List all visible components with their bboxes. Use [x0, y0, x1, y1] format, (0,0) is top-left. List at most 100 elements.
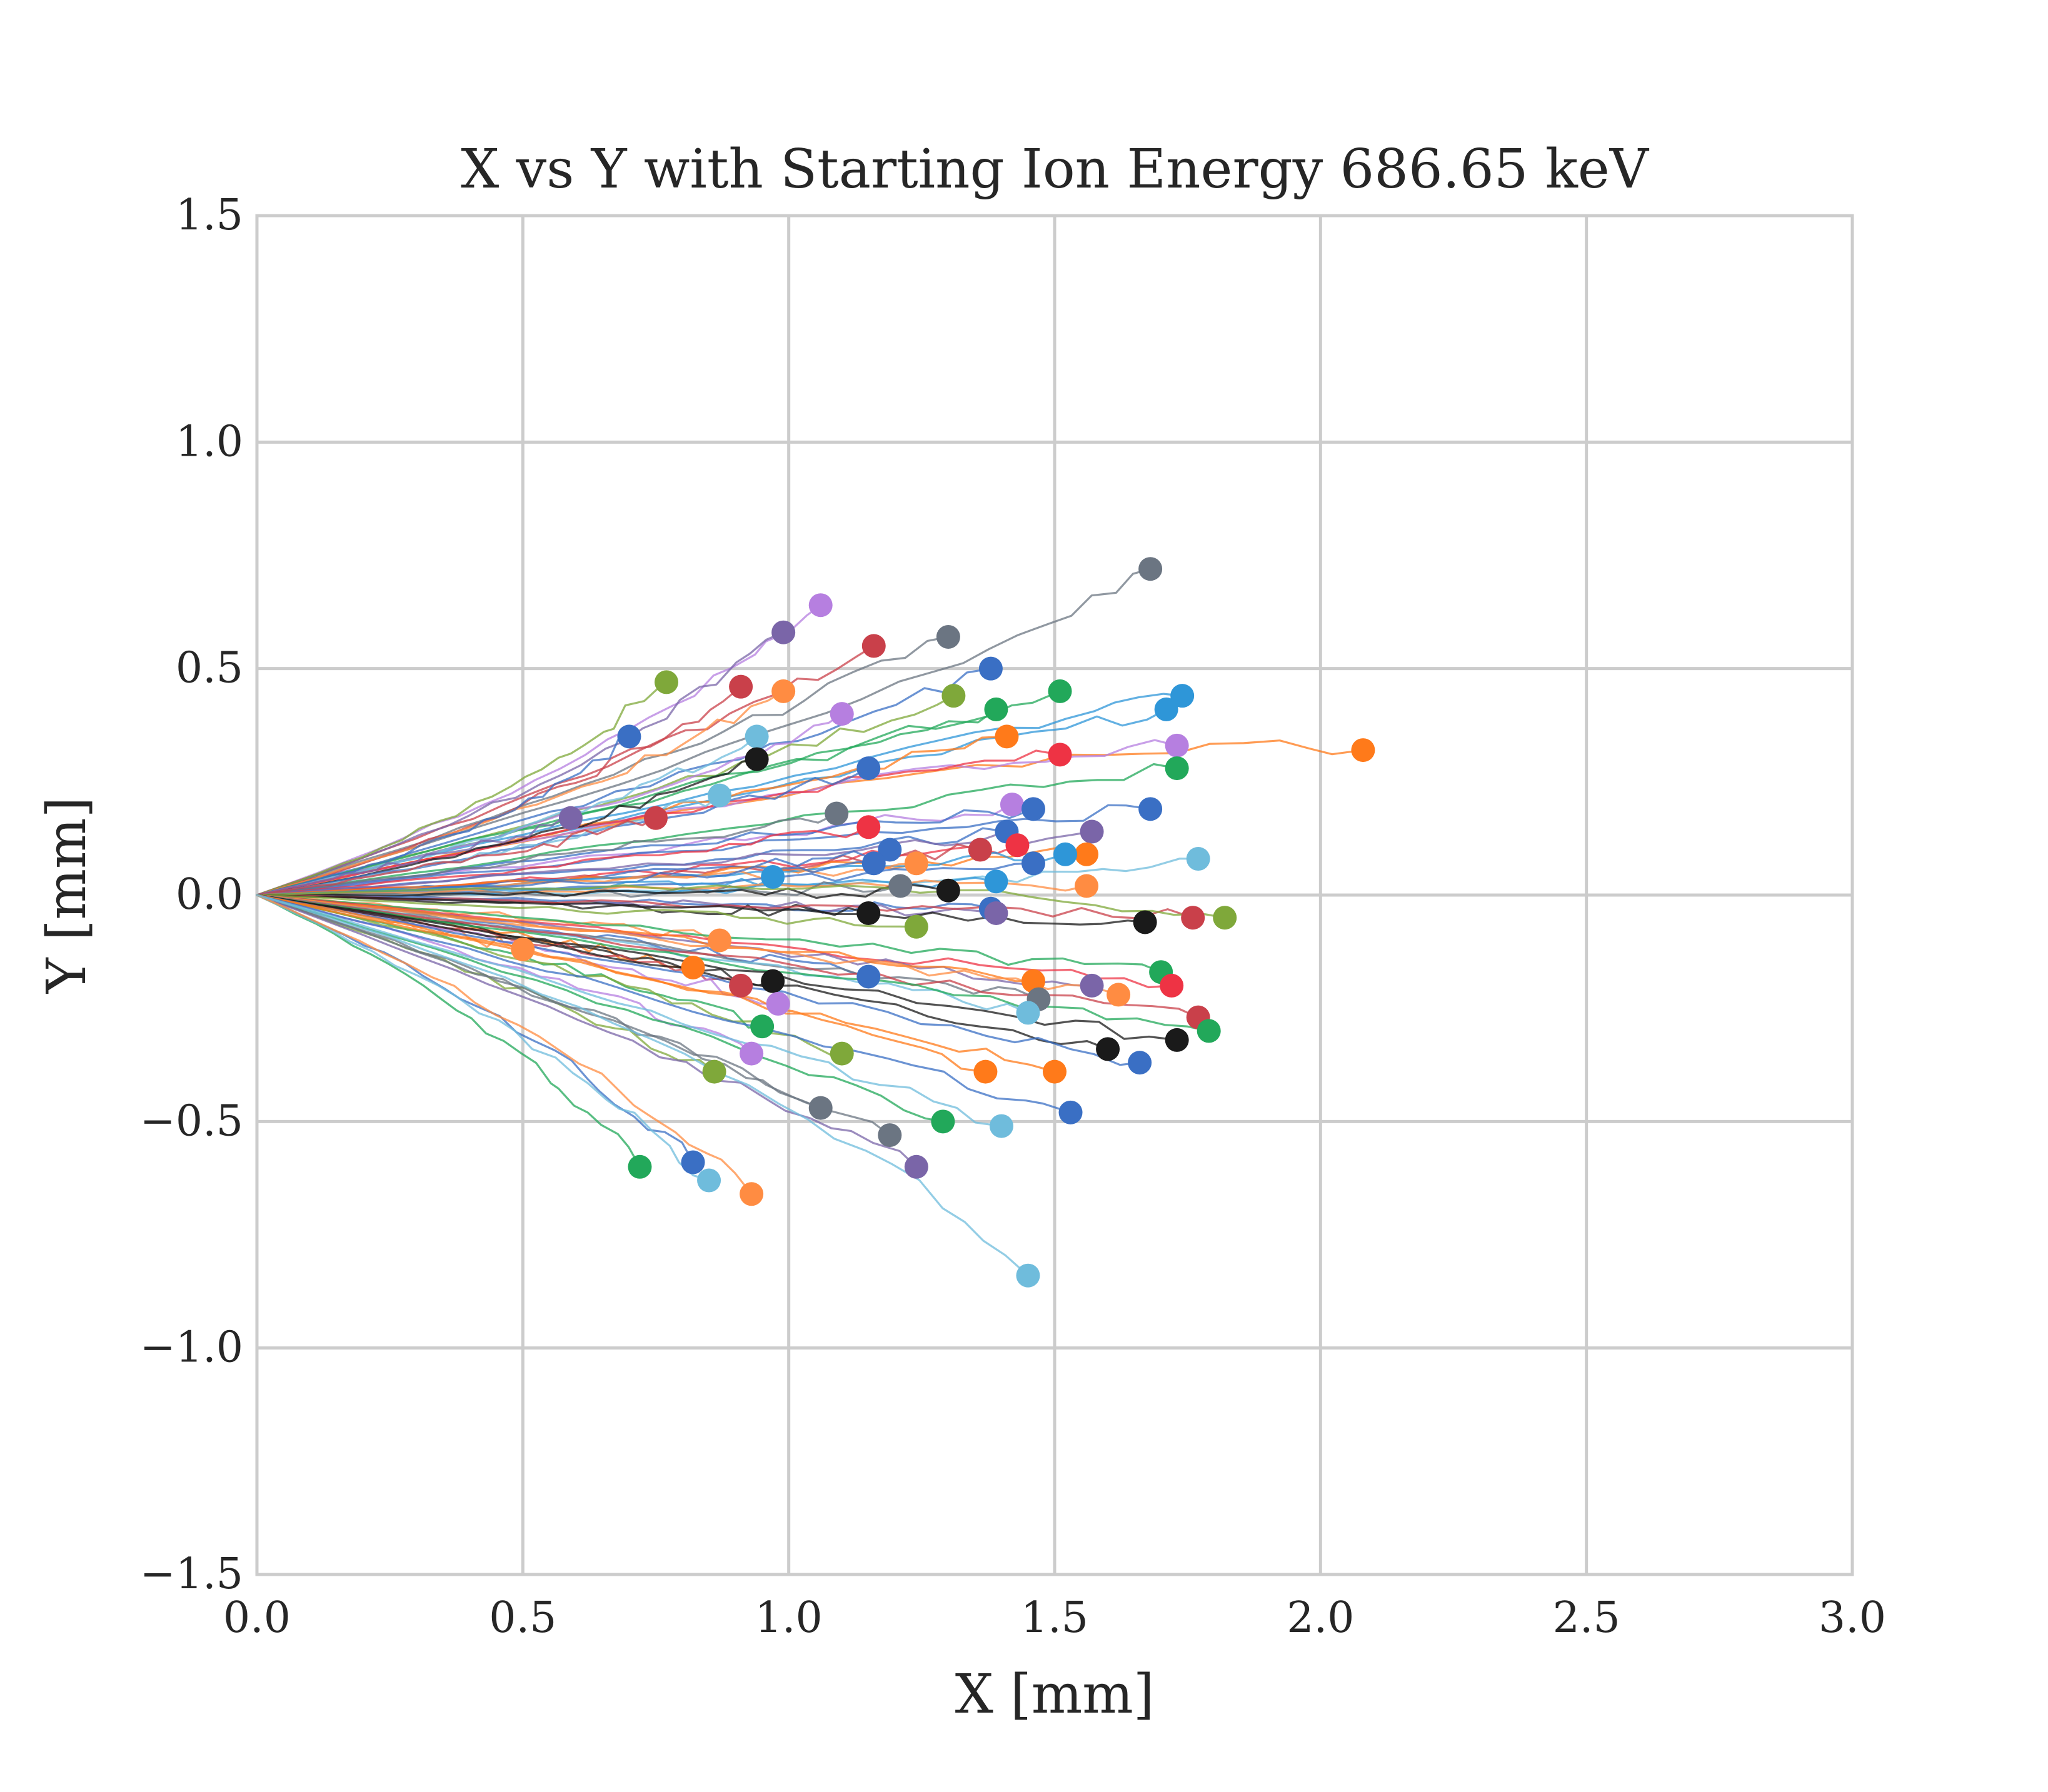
- trajectory-line: [256, 894, 945, 1123]
- endpoint-marker: [1186, 847, 1210, 871]
- endpoint-marker: [984, 697, 1008, 721]
- trajectory-line: [256, 894, 1056, 1073]
- endpoint-marker: [1005, 833, 1030, 858]
- endpoint-marker: [1048, 679, 1072, 703]
- endpoint-marker: [904, 914, 928, 939]
- endpoint-marker: [1016, 1263, 1040, 1288]
- trajectory-line: [256, 894, 1210, 1033]
- endpoint-marker: [761, 969, 785, 993]
- endpoint-marker: [973, 1059, 998, 1084]
- x-tick-label: 2.5: [1553, 1593, 1620, 1643]
- grid-lines: [257, 216, 1852, 1574]
- endpoint-marker: [655, 670, 679, 694]
- endpoint-marker: [989, 1114, 1013, 1138]
- endpoint-marker: [931, 1109, 955, 1134]
- endpoint-marker: [1165, 733, 1189, 758]
- trajectory-line: [256, 681, 668, 896]
- endpoint-marker: [761, 865, 785, 889]
- trajectory-line: [256, 894, 641, 1168]
- trajectory-line: [256, 894, 918, 1168]
- trajectory-line: [256, 894, 870, 917]
- endpoint-marker: [904, 1154, 928, 1179]
- trajectory-line: [256, 894, 918, 928]
- endpoint-marker: [708, 783, 732, 808]
- endpoint-marker: [1170, 684, 1195, 708]
- x-tick-label: 3.0: [1819, 1593, 1886, 1643]
- endpoint-marker: [1058, 1100, 1083, 1124]
- endpoint-marker: [740, 1182, 764, 1206]
- trajectory-line: [256, 894, 1072, 1114]
- y-axis-label: Y [mm]: [36, 797, 98, 994]
- endpoint-marker: [1043, 1059, 1067, 1084]
- endpoint-marker: [878, 1123, 902, 1148]
- endpoint-marker: [1048, 743, 1072, 767]
- y-tick-label: 0.0: [176, 870, 243, 919]
- trajectory-line: [256, 668, 992, 896]
- y-tick-labels: −1.5 −1.0 −0.5 0.0 0.5 1.0 1.5: [140, 191, 243, 1599]
- trajectory-line: [256, 894, 1162, 973]
- y-tick-label: −0.5: [140, 1096, 243, 1146]
- trajectory-line: [256, 884, 1226, 919]
- endpoint-marker: [745, 747, 769, 771]
- trajectory-line: [256, 894, 710, 1182]
- trajectory-line: [256, 894, 1120, 996]
- endpoint-marker: [936, 878, 960, 903]
- endpoint-marker: [1053, 842, 1078, 866]
- endpoint-marker: [1075, 874, 1099, 898]
- y-tick-label: 1.5: [176, 191, 243, 240]
- endpoint-marker: [861, 851, 886, 876]
- trajectory-line: [256, 812, 838, 896]
- endpoint-marker: [1021, 797, 1045, 821]
- endpoint-marker: [1096, 1037, 1120, 1061]
- trajectory-line: [256, 817, 657, 896]
- x-tick-label: 0.5: [489, 1593, 556, 1643]
- endpoint-marker: [628, 1154, 652, 1179]
- endpoint-marker: [984, 901, 1008, 925]
- x-axis-label: X [mm]: [955, 1663, 1155, 1726]
- endpoint-marker: [830, 702, 854, 726]
- endpoint-marker: [856, 756, 881, 781]
- y-tick-label: 1.0: [176, 417, 243, 466]
- trajectory-line: [256, 826, 870, 896]
- trajectory-line: [256, 894, 992, 912]
- endpoint-marker: [702, 1059, 726, 1084]
- endpoint-marker: [1197, 1019, 1221, 1043]
- trajectory-line: [256, 881, 901, 898]
- endpoint-marker: [878, 838, 902, 862]
- trajectory-line: [256, 894, 1194, 919]
- endpoint-marker: [740, 1041, 764, 1066]
- endpoint-marker: [1160, 973, 1184, 998]
- endpoint-marker: [1138, 797, 1163, 821]
- endpoint-marker: [1000, 793, 1024, 817]
- endpoint-marker: [978, 656, 1003, 681]
- endpoint-marker: [856, 901, 881, 925]
- x-tick-label: 1.0: [755, 1593, 823, 1643]
- endpoint-marker: [861, 634, 886, 658]
- trajectory-line: [256, 894, 1200, 1019]
- endpoint-marker: [617, 724, 641, 749]
- trajectory-line: [256, 894, 891, 1136]
- endpoint-marker: [856, 964, 881, 989]
- endpoint-marker: [1080, 819, 1104, 844]
- endpoint-marker: [1213, 906, 1237, 930]
- endpoint-marker: [808, 1096, 833, 1120]
- endpoint-marker: [936, 624, 960, 649]
- y-tick-label: −1.5: [140, 1549, 243, 1599]
- endpoint-marker: [1165, 1028, 1189, 1052]
- endpoint-marker: [681, 1150, 705, 1174]
- endpoint-marker: [1138, 557, 1163, 581]
- endpoint-marker: [1128, 1051, 1152, 1075]
- endpoint-marker: [1107, 983, 1131, 1007]
- trajectory-line: [256, 804, 1152, 896]
- x-tick-label: 0.0: [223, 1593, 291, 1643]
- trajectory-line: [256, 735, 631, 896]
- trajectory-line: [256, 894, 753, 1195]
- endpoint-marker: [1154, 697, 1178, 721]
- endpoint-marker: [1181, 906, 1205, 930]
- endpoint-marker: [1021, 851, 1045, 876]
- endpoint-marker: [750, 1014, 775, 1039]
- x-tick-label: 2.0: [1287, 1593, 1354, 1643]
- endpoint-marker: [968, 838, 992, 862]
- endpoint-marker: [729, 973, 753, 998]
